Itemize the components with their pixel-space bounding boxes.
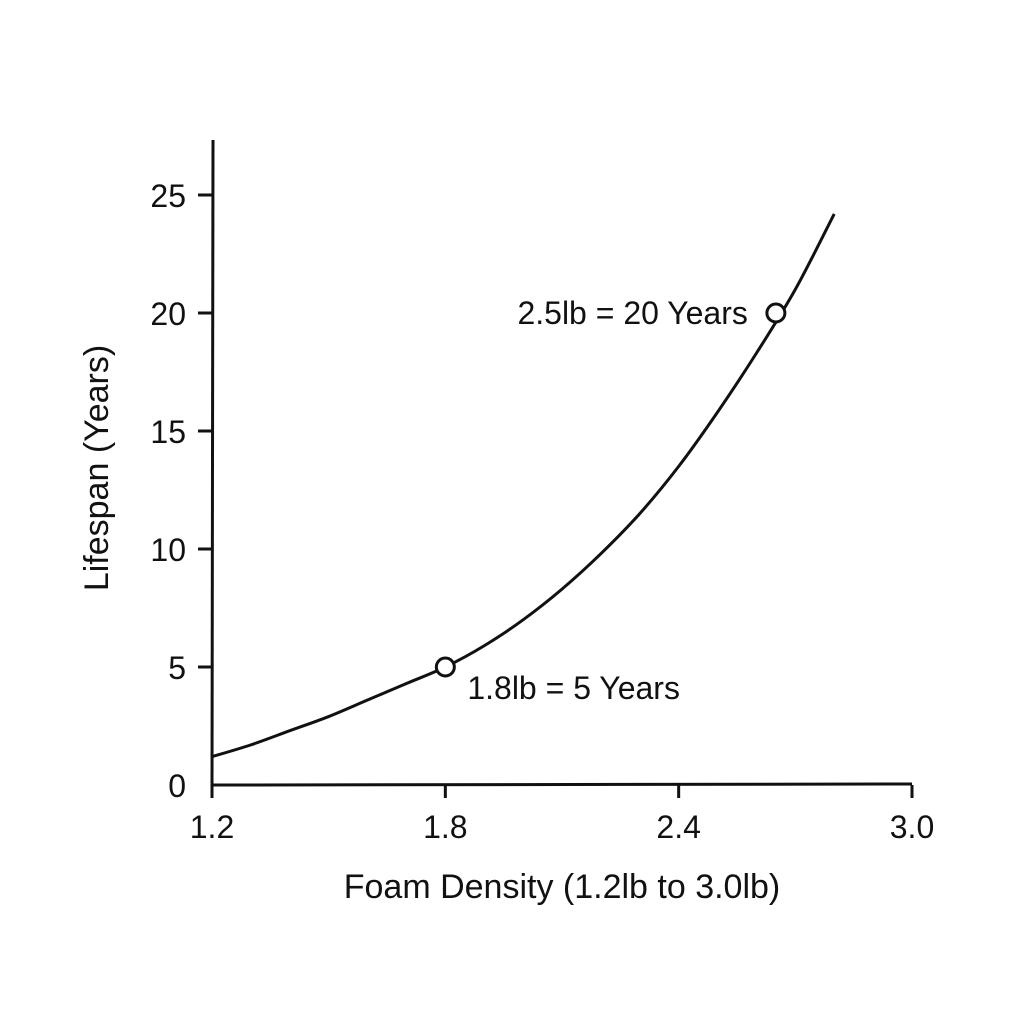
- data-point-label: 1.8lb = 5 Years: [467, 670, 680, 706]
- data-point-marker: [765, 302, 787, 324]
- data-points: 1.8lb = 5 Years 2.5lb = 20 Years: [434, 295, 787, 706]
- x-tick-label: 1.8: [423, 809, 467, 845]
- y-tick-label: 10: [150, 532, 186, 568]
- x-ticks: 1.2 1.8 2.4 3.0: [190, 785, 934, 845]
- x-tick-label: 3.0: [890, 809, 934, 845]
- data-point-label: 2.5lb = 20 Years: [517, 295, 747, 331]
- y-tick-label: 25: [150, 178, 186, 214]
- y-tick-label: 15: [150, 414, 186, 450]
- series-line: [211, 213, 836, 759]
- axes: [210, 139, 913, 787]
- x-tick-label: 2.4: [656, 809, 700, 845]
- x-axis-title: Foam Density (1.2lb to 3.0lb): [344, 868, 781, 906]
- y-ticks: 0 5 10 15 20 25: [150, 178, 212, 804]
- x-tick-label: 1.2: [190, 809, 234, 845]
- data-point-marker: [434, 656, 456, 678]
- y-tick-label: 0: [168, 768, 186, 804]
- y-axis-line: [210, 139, 215, 786]
- y-tick-label: 5: [168, 650, 186, 686]
- x-axis-line: [211, 782, 913, 787]
- y-axis-title: Lifespan (Years): [78, 345, 116, 591]
- y-tick-label: 20: [150, 296, 186, 332]
